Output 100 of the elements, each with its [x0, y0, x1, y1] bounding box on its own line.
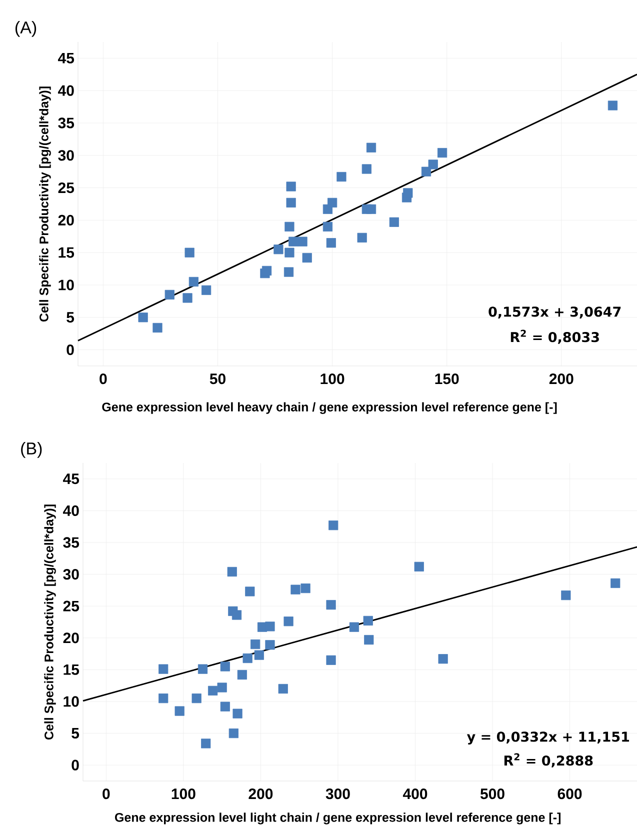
y-tick-label: 35: [63, 537, 80, 548]
y-tick-label: 5: [72, 728, 80, 739]
point: [561, 590, 571, 600]
y-tick-label: 30: [58, 150, 74, 161]
point: [274, 244, 284, 254]
point: [284, 267, 294, 277]
point: [138, 312, 148, 322]
point: [336, 172, 346, 182]
y-axis-title: Cell Specific Productivity [pg/(cell*day)]: [39, 86, 51, 322]
x-axis-title: Gene expression level heavy chain / gene expression level reference gene [-]: [102, 402, 557, 414]
point: [220, 662, 230, 672]
y-tick-label: 20: [63, 632, 79, 644]
point: [237, 670, 247, 680]
x-tick-label: 400: [402, 788, 428, 800]
point: [364, 635, 374, 645]
y-tick-label: 15: [58, 247, 74, 258]
point: [414, 562, 424, 572]
x-tick-label: 500: [480, 788, 504, 800]
point: [192, 694, 202, 704]
x-tick-label: 0: [102, 788, 110, 800]
annotation: R$^{2}$ = 0,2888: [504, 753, 593, 768]
x-tick-label: 100: [320, 374, 344, 384]
y-tick-label: 10: [64, 696, 79, 707]
x-tick-label: 300: [326, 788, 350, 800]
point: [428, 160, 438, 170]
point: [328, 198, 338, 208]
y-tick-label: 5: [66, 312, 74, 323]
point: [300, 583, 310, 594]
y-tick-label: 25: [63, 600, 80, 612]
point: [164, 290, 174, 300]
point: [421, 166, 432, 176]
point: [232, 708, 242, 718]
point: [201, 285, 212, 295]
point: [608, 100, 618, 110]
y-tick-label: 0: [72, 760, 79, 770]
y-tick-label: 30: [63, 568, 79, 580]
y-tick-label: 35: [58, 118, 74, 128]
point: [188, 276, 198, 287]
point: [245, 586, 255, 596]
point: [328, 520, 338, 530]
point: [326, 600, 336, 610]
point: [254, 650, 264, 660]
point: [250, 639, 260, 650]
point: [288, 236, 298, 246]
x-tick-label: 200: [248, 788, 273, 800]
point: [184, 248, 194, 258]
point: [265, 640, 275, 650]
point: [610, 578, 620, 588]
y-tick-label: 25: [58, 182, 74, 194]
annotation: y = 0,0332x + 11,151: [466, 732, 630, 745]
point: [227, 566, 237, 577]
x-tick-label: 100: [172, 788, 196, 800]
annotation: R$^{2}$ = 0,8033: [510, 330, 599, 344]
point: [158, 664, 168, 674]
point: [357, 232, 367, 242]
point: [232, 610, 242, 620]
y-tick-label: 10: [58, 280, 74, 290]
x-axis-title: Gene expression level light chain / gene expression level reference gene [-]: [115, 812, 560, 824]
y-tick-label: 40: [63, 505, 79, 516]
point: [201, 738, 211, 748]
y-tick-label: 0: [66, 344, 74, 356]
y-tick-label: 15: [64, 664, 80, 675]
point: [284, 616, 294, 626]
x-tick-label: 200: [549, 374, 574, 384]
point: [198, 664, 208, 674]
annotation: 0,1573x + 3,0647: [488, 306, 621, 318]
x-tick-label: 50: [210, 374, 226, 384]
point: [262, 266, 272, 276]
point: [366, 204, 376, 214]
point: [278, 684, 288, 694]
point: [403, 188, 413, 198]
point: [363, 616, 373, 626]
point: [228, 728, 238, 738]
x-tick-label: 600: [558, 788, 582, 800]
chart-title: (B): [21, 442, 42, 458]
point: [298, 236, 308, 246]
point: [286, 182, 296, 192]
point: [284, 248, 294, 258]
y-tick-label: 45: [63, 474, 80, 484]
point: [265, 622, 275, 632]
point: [349, 622, 360, 632]
point: [362, 164, 372, 174]
point: [158, 694, 168, 704]
point: [220, 702, 230, 712]
point: [326, 655, 336, 665]
y-axis-title: Cell Specific Productivity [pg/(cell*day)]: [44, 504, 56, 740]
point: [174, 706, 184, 716]
point: [217, 682, 227, 692]
point: [290, 584, 300, 594]
point: [302, 252, 312, 263]
point: [284, 222, 294, 232]
point: [286, 198, 296, 208]
y-tick-label: 40: [58, 85, 74, 96]
chart-title: (A): [16, 21, 36, 37]
point: [242, 653, 252, 664]
point: [326, 238, 336, 248]
point: [389, 217, 399, 227]
point: [322, 222, 333, 232]
y-tick-label: 20: [58, 214, 74, 226]
point: [182, 293, 192, 303]
